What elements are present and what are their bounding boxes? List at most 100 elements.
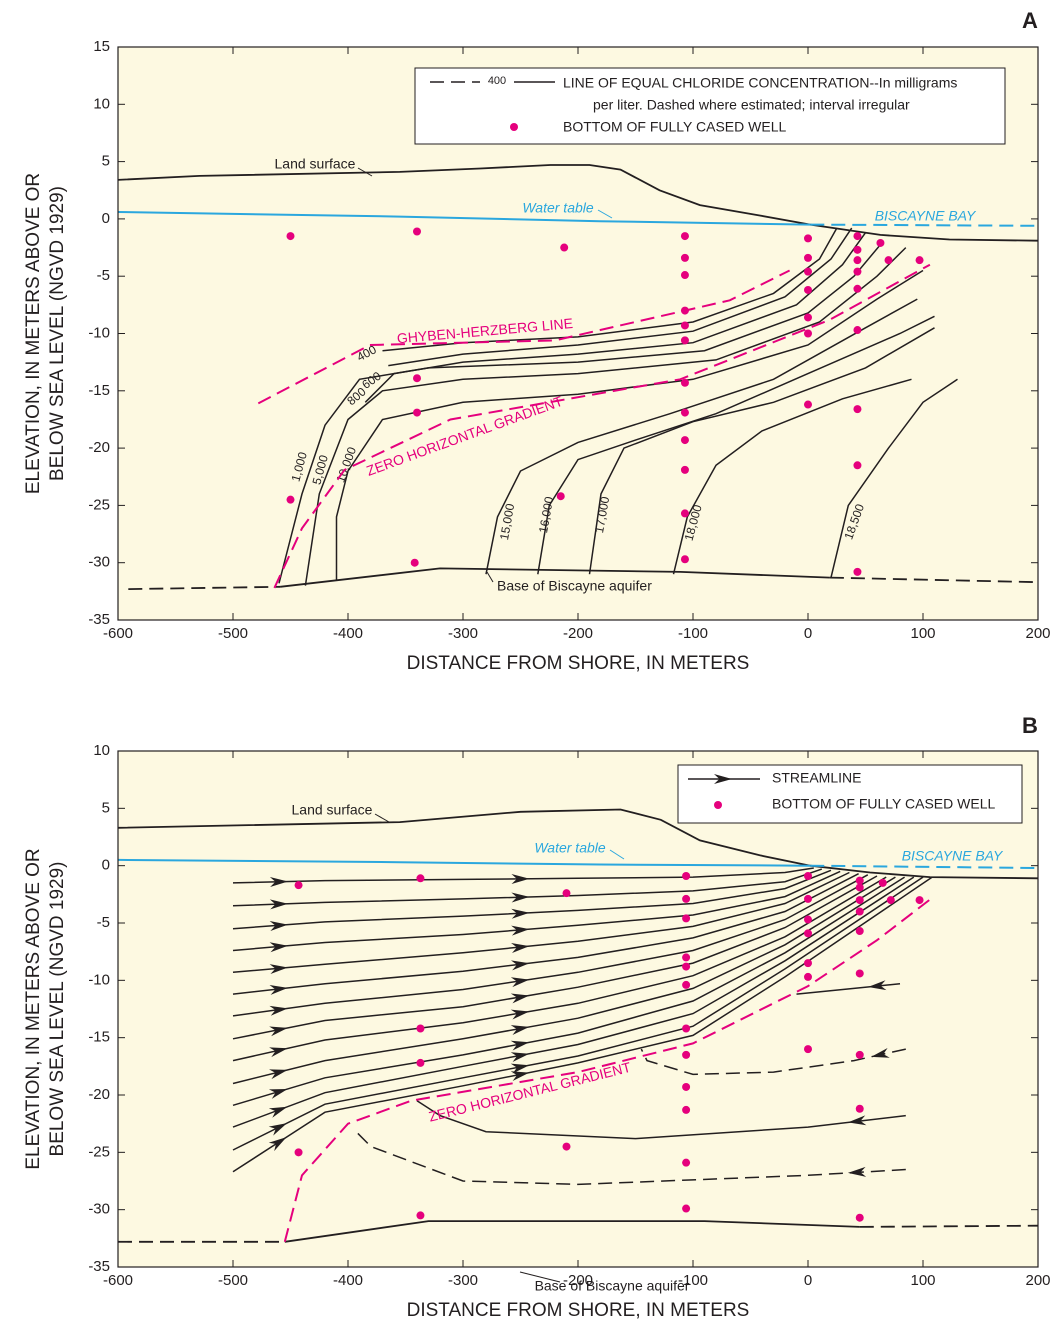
arrowhead <box>269 1047 288 1058</box>
legend-text: LINE OF EQUAL CHLORIDE CONCENTRATION--In… <box>563 75 957 91</box>
x-tick-label: -300 <box>448 625 478 642</box>
well-point <box>682 980 691 989</box>
arrowhead <box>269 984 288 995</box>
legend-text: BOTTOM OF FULLY CASED WELL <box>772 796 995 812</box>
streamline <box>232 868 823 907</box>
well-point <box>853 232 862 241</box>
x-tick-label: -600 <box>103 625 133 642</box>
panel-letter: B <box>1022 713 1038 738</box>
well-point <box>680 465 689 474</box>
well-point <box>853 245 862 254</box>
return-streamline <box>353 1128 906 1186</box>
arrowhead <box>510 1071 530 1082</box>
well-point <box>680 253 689 262</box>
well-point <box>680 509 689 518</box>
x-tick-label: -500 <box>218 1272 248 1289</box>
contour-label: 17,000 <box>592 495 612 534</box>
y-tick-label: 10 <box>93 742 110 759</box>
well-point <box>804 234 812 243</box>
leader-line <box>597 209 613 219</box>
well-point <box>413 227 421 236</box>
well-point <box>853 405 862 414</box>
well-point <box>680 408 689 417</box>
contour-label: 15,000 <box>497 502 517 541</box>
y-axis-title: BELOW SEA LEVEL (NGVD 1929) <box>47 186 68 481</box>
boundary-line <box>810 864 1039 869</box>
streamline <box>232 867 814 884</box>
line-label: Land surface <box>275 156 356 172</box>
contour-line <box>304 247 907 586</box>
contour-line <box>537 315 935 575</box>
y-tick-label: -35 <box>88 611 110 628</box>
y-tick-label: 5 <box>102 153 110 170</box>
arrowhead <box>269 1069 288 1080</box>
well-point <box>855 927 864 936</box>
x-tick-label: 0 <box>804 1272 812 1289</box>
arrowhead <box>871 1048 890 1058</box>
leader-line <box>357 167 373 177</box>
legend-box <box>414 67 1006 145</box>
legend-marker <box>510 123 518 131</box>
well-point <box>853 326 862 335</box>
boundary-line <box>117 858 811 867</box>
arrowhead <box>847 1166 867 1177</box>
well-point <box>855 1213 864 1222</box>
well-point <box>682 1204 691 1213</box>
contour-label: 16,000 <box>536 495 556 534</box>
y-tick-label: -30 <box>88 554 110 571</box>
boundary-line <box>273 263 931 589</box>
well-point <box>804 267 812 276</box>
line-label: BISCAYNE BAY <box>875 208 977 224</box>
arrowhead <box>269 1026 288 1037</box>
well-point <box>680 336 689 345</box>
boundary-line <box>810 223 1039 227</box>
well-point <box>682 1105 691 1114</box>
y-tick-label: -15 <box>88 1029 110 1046</box>
x-tick-label: -600 <box>103 1272 133 1289</box>
streamline <box>232 870 841 952</box>
arrowhead <box>269 942 288 953</box>
x-tick-label: -100 <box>678 1272 708 1289</box>
y-axis-title: BELOW SEA LEVEL (NGVD 1929) <box>47 862 68 1157</box>
streamline <box>232 876 906 1107</box>
y-tick-label: -30 <box>88 1201 110 1218</box>
well-point <box>855 907 864 916</box>
well-point <box>416 1211 425 1220</box>
well-point <box>682 894 691 903</box>
boundary-line <box>117 211 811 226</box>
well-point <box>682 953 691 962</box>
arrowhead <box>511 925 530 936</box>
well-point <box>562 889 571 898</box>
well-point <box>853 284 862 293</box>
boundary-line <box>283 897 933 1243</box>
x-tick-label: -200 <box>563 625 593 642</box>
contour-line <box>830 378 958 578</box>
legend-text: BOTTOM OF FULLY CASED WELL <box>563 119 786 135</box>
x-tick-label: -500 <box>218 625 248 642</box>
boundary-line <box>117 808 1039 880</box>
legend-marker <box>714 801 722 809</box>
boundary-line <box>284 1220 860 1243</box>
well-point <box>682 1050 691 1059</box>
return-streamline <box>640 1048 906 1076</box>
y-tick-label: -35 <box>88 1258 110 1275</box>
well-point <box>804 253 812 262</box>
well-point <box>682 871 691 880</box>
well-point <box>804 313 812 322</box>
x-tick-label: 100 <box>910 1272 935 1289</box>
well-point <box>680 321 689 330</box>
contour-line <box>335 269 924 580</box>
y-tick-label: 5 <box>102 799 110 816</box>
return-streamline <box>416 1100 906 1140</box>
line-label: Base of Biscayne aquifer <box>497 578 652 594</box>
well-point <box>682 914 691 923</box>
well-point <box>682 1024 691 1033</box>
streamline <box>232 873 859 995</box>
well-point <box>853 567 862 576</box>
y-tick-label: 15 <box>93 38 110 55</box>
well-point <box>286 232 295 241</box>
y-tick-label: -25 <box>88 1143 110 1160</box>
y-tick-label: -5 <box>97 267 110 284</box>
arrowhead <box>510 1025 530 1036</box>
line-label: BISCAYNE BAY <box>902 848 1004 864</box>
